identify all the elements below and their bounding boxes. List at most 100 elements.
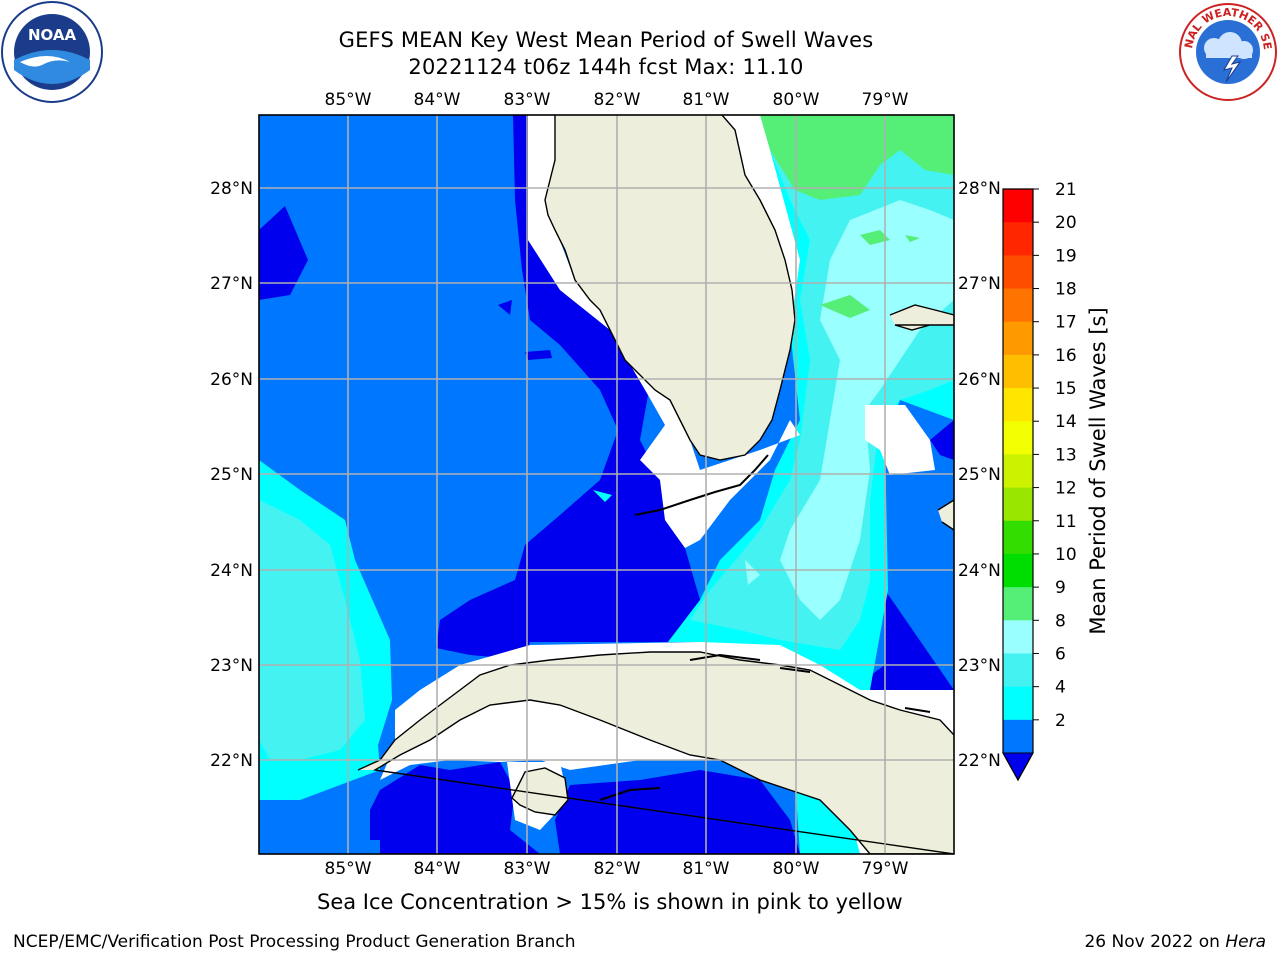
colorbar-tick: 18 — [1055, 280, 1077, 300]
coastline — [889, 304, 954, 331]
swell-contour-lt2 — [436, 115, 700, 660]
colorbar-segment — [1003, 620, 1033, 654]
lon-tick-top: 80°W — [773, 90, 820, 110]
colorbar-tick: 6 — [1055, 644, 1066, 664]
swell-contour-6-8 — [259, 500, 365, 760]
footer-host: Hera — [1225, 932, 1266, 952]
swell-contour-lt2 — [498, 300, 512, 315]
colorbar-tick: 16 — [1055, 346, 1077, 366]
florida-keys — [634, 454, 769, 516]
colorbar-tick: 2 — [1055, 711, 1066, 731]
swell-contour-9-10 — [820, 295, 870, 318]
map-area — [259, 115, 954, 854]
coastline — [937, 499, 954, 531]
swell-contour-4-6 — [593, 490, 612, 502]
colorbar-segment — [1003, 255, 1033, 290]
lon-tick-top: 82°W — [594, 90, 641, 110]
sea-ice-caption: Sea Ice Concentration > 15% is shown in … — [317, 890, 903, 914]
coastline — [544, 115, 796, 461]
colorbar-segment — [1003, 553, 1033, 588]
lat-tick-right: 22°N — [958, 751, 1001, 771]
lat-tick-right: 23°N — [958, 656, 1001, 676]
colorbar-segment — [1003, 719, 1033, 754]
colorbar-tick: 20 — [1055, 213, 1077, 233]
lat-tick-left: 24°N — [210, 561, 253, 581]
colorbar-tick: 11 — [1055, 512, 1077, 532]
lat-tick-right: 26°N — [958, 370, 1001, 390]
lat-tick-left: 22°N — [210, 751, 253, 771]
lon-tick-top: 84°W — [414, 90, 461, 110]
coastline — [357, 651, 954, 854]
nws-logo-icon: NATIONAL WEATHER SERVICE — [1176, 0, 1277, 101]
colorbar-segment — [1003, 288, 1033, 323]
colorbar-frame — [1002, 188, 1034, 782]
land-florida — [545, 115, 795, 460]
swell-contour-9-10 — [860, 230, 890, 245]
colorbar-label: Mean Period of Swell Waves [s] — [1086, 307, 1110, 634]
colorbar-segment — [1003, 487, 1033, 522]
colorbar-extend — [1002, 752, 1034, 782]
lat-tick-left: 23°N — [210, 656, 253, 676]
colorbar-segment — [1003, 421, 1033, 455]
colorbar-segment — [1003, 520, 1033, 555]
lon-tick-bottom: 79°W — [862, 859, 909, 879]
lon-tick-bottom: 81°W — [683, 859, 730, 879]
colorbar-tick: 21 — [1055, 180, 1077, 200]
lat-tick-right: 24°N — [958, 561, 1001, 581]
lon-tick-bottom: 82°W — [594, 859, 641, 879]
lat-tick-left: 27°N — [210, 274, 253, 294]
colorbar-tick: 10 — [1055, 545, 1077, 565]
lon-tick-top: 81°W — [683, 90, 730, 110]
colorbar-tick: 13 — [1055, 445, 1077, 465]
map-title: GEFS MEAN Key West Mean Period of Swell … — [338, 28, 874, 52]
map-subtitle: 20221124 t06z 144h fcst Max: 11.10 — [408, 55, 804, 79]
swell-contour-lt2 — [259, 206, 308, 300]
colorbar-segment — [1003, 189, 1033, 223]
lon-tick-bottom: 80°W — [773, 859, 820, 879]
colorbar-segment — [1003, 354, 1033, 389]
lat-tick-left: 28°N — [210, 179, 253, 199]
lat-tick-left: 25°N — [210, 465, 253, 485]
colorbar-segment — [1003, 222, 1033, 256]
colorbar-segment — [1003, 686, 1033, 721]
map-grid — [259, 115, 954, 854]
swell-contour-lt2 — [525, 350, 552, 360]
lon-tick-bottom: 83°W — [504, 859, 551, 879]
lat-tick-right: 27°N — [958, 274, 1001, 294]
map-frame — [258, 114, 955, 855]
footer-branch: NCEP/EMC/Verification Post Processing Pr… — [13, 932, 576, 952]
lon-tick-top: 85°W — [325, 90, 372, 110]
swell-contour-9-10 — [925, 155, 954, 170]
footer-date: 26 Nov 2022 on Hera — [1084, 932, 1266, 952]
noaa-logo-text: NOAA — [28, 26, 77, 44]
lon-tick-bottom: 84°W — [414, 859, 461, 879]
lon-tick-top: 79°W — [862, 90, 909, 110]
colorbar-tick: 17 — [1055, 313, 1077, 333]
lon-tick-top: 83°W — [504, 90, 551, 110]
nodata-region — [865, 405, 935, 475]
swell-contour-lt2 — [380, 762, 540, 854]
lat-tick-right: 25°N — [958, 465, 1001, 485]
cuba-cays — [599, 653, 931, 801]
colorbar-tick: 4 — [1055, 678, 1066, 698]
map-ticks: 85°W 85°W 84°W 84°W 83°W 83°W 82°W 82°W 81°W 81°W… — [210, 90, 1001, 879]
lat-tick-right: 28°N — [958, 179, 1001, 199]
colorbar-segment — [1003, 587, 1033, 621]
land-isla-juventud — [512, 768, 568, 815]
coastline — [511, 767, 569, 816]
colorbar-segment — [1003, 388, 1033, 422]
noaa-logo-icon: NOAA — [1, 1, 103, 103]
colorbar-tick: 15 — [1055, 379, 1077, 399]
lat-tick-left: 26°N — [210, 370, 253, 390]
swell-contour-lt2 — [930, 420, 954, 460]
swell-contour-lt2 — [370, 790, 395, 840]
colorbar-tick: 19 — [1055, 246, 1077, 266]
colorbar-tick: 8 — [1055, 611, 1066, 631]
footer-date-text: 26 Nov 2022 on — [1084, 932, 1226, 952]
swell-contour-9-10 — [760, 115, 954, 200]
swell-contour-8-9 — [745, 560, 760, 585]
colorbar: 21 20 19 18 17 16 15 14 13 12 11 10 9 8 6 4 2 Mean Period… — [1002, 180, 1110, 782]
colorbar-segment — [1003, 321, 1033, 356]
colorbar-segment — [1003, 454, 1033, 489]
